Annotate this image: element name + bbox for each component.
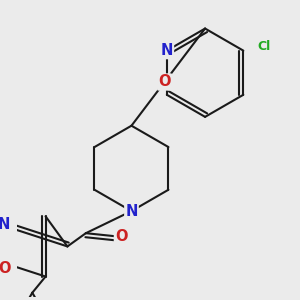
Text: O: O — [158, 74, 171, 89]
Text: N: N — [160, 43, 173, 58]
Text: O: O — [115, 230, 128, 244]
Text: O: O — [0, 261, 11, 276]
Text: N: N — [0, 217, 11, 232]
Text: Cl: Cl — [257, 40, 271, 53]
Text: N: N — [125, 204, 138, 219]
